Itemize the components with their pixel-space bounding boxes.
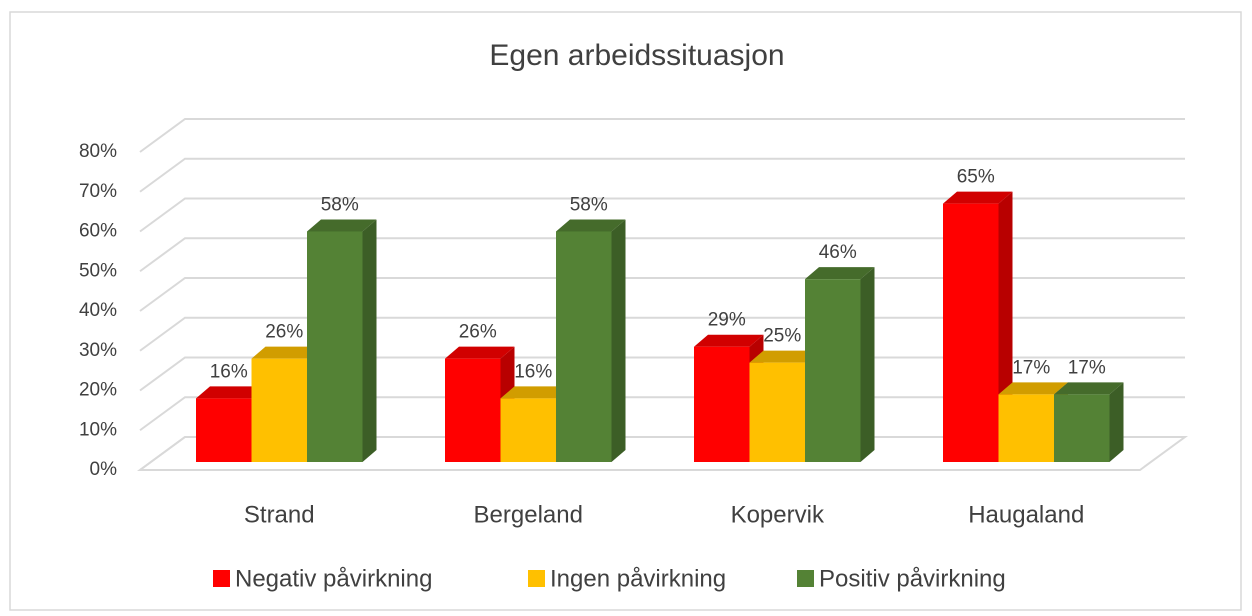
bar-top: [196, 386, 266, 399]
x-tick-label: Haugaland: [968, 501, 1084, 528]
bar-top: [307, 219, 377, 232]
bar-top: [500, 386, 570, 399]
data-label: 65%: [957, 167, 995, 188]
legend-label: Positiv påvirkning: [819, 565, 1006, 592]
data-label: 17%: [1068, 357, 1106, 378]
bar-top: [749, 350, 819, 363]
bar-top: [445, 346, 515, 359]
bar: [196, 398, 252, 462]
bar: [805, 279, 861, 462]
grid-line: [139, 197, 1185, 233]
grid-line: [139, 118, 1185, 153]
x-tick-label: Strand: [244, 501, 315, 528]
y-tick-label: 80%: [79, 141, 117, 162]
bar-top: [251, 346, 321, 359]
data-label: 29%: [708, 310, 746, 331]
data-label: 26%: [265, 322, 303, 343]
bar: [500, 398, 556, 462]
bar-top: [805, 267, 875, 280]
bar: [749, 362, 805, 462]
bar: [694, 346, 750, 462]
y-tick-label: 10%: [79, 419, 117, 440]
legend-swatch: [797, 570, 814, 587]
bar-top: [694, 334, 764, 347]
legend-swatch: [213, 570, 230, 587]
y-tick-label: 0%: [90, 459, 118, 480]
bar-side: [611, 219, 626, 462]
data-label: 26%: [459, 322, 497, 343]
bar-top: [1054, 382, 1124, 395]
y-tick-label: 20%: [79, 380, 117, 401]
legend-label: Ingen påvirkning: [550, 565, 726, 592]
bar-top: [998, 382, 1068, 395]
bar-side: [860, 267, 875, 462]
bar: [307, 231, 363, 462]
bar: [251, 358, 307, 462]
bar: [998, 394, 1054, 462]
data-label: 17%: [1012, 357, 1050, 378]
chart-title: Egen arbeidssituasjon: [489, 39, 784, 72]
bar-side: [362, 219, 377, 462]
legend-swatch: [528, 570, 545, 587]
y-tick-label: 70%: [79, 181, 117, 202]
data-label: 16%: [514, 361, 552, 382]
data-label: 58%: [321, 194, 359, 215]
grid-line: [139, 157, 1185, 193]
x-tick-label: Kopervik: [731, 501, 825, 528]
data-label: 16%: [210, 361, 248, 382]
bar: [445, 358, 501, 462]
data-label: 58%: [570, 194, 608, 215]
y-tick-label: 40%: [79, 300, 117, 321]
data-label: 25%: [763, 326, 801, 347]
y-tick-label: 60%: [79, 221, 117, 242]
x-tick-label: Bergeland: [474, 501, 583, 528]
grid-line: [139, 237, 1185, 273]
legend-label: Negativ påvirkning: [235, 565, 432, 592]
bar-top: [556, 219, 626, 232]
data-label: 46%: [819, 242, 857, 263]
y-tick-label: 30%: [79, 340, 117, 361]
bar: [1054, 394, 1110, 462]
bar: [556, 231, 612, 462]
bar-side: [1109, 382, 1124, 462]
bar-top: [943, 191, 1013, 204]
bar: [943, 203, 999, 462]
y-tick-label: 50%: [79, 260, 117, 281]
